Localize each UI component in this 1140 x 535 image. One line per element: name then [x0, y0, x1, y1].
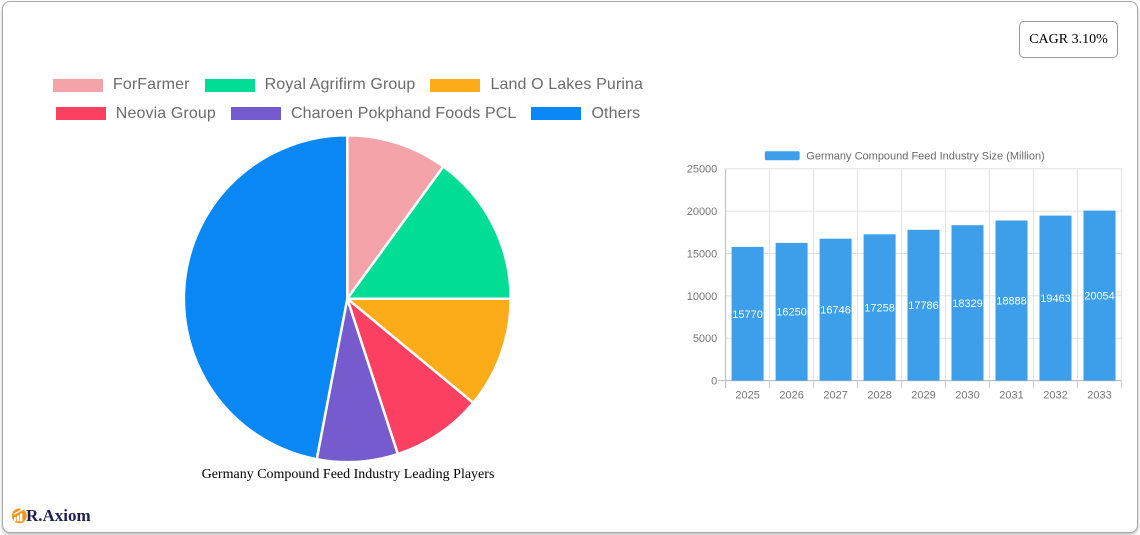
svg-text:Germany Compound Feed Industry: Germany Compound Feed Industry Size (Mil…	[806, 151, 1044, 163]
svg-text:17786: 17786	[908, 300, 939, 312]
svg-text:10000: 10000	[687, 291, 718, 303]
svg-text:20054: 20054	[1084, 291, 1115, 303]
svg-text:2033: 2033	[1087, 390, 1111, 402]
svg-text:2029: 2029	[911, 390, 935, 402]
svg-text:2027: 2027	[823, 390, 847, 402]
svg-text:16250: 16250	[776, 307, 807, 319]
svg-text:0: 0	[711, 376, 717, 388]
svg-text:2030: 2030	[955, 390, 979, 402]
svg-text:5000: 5000	[693, 333, 717, 345]
svg-text:20000: 20000	[687, 206, 718, 218]
svg-text:25000: 25000	[687, 164, 718, 176]
svg-text:18329: 18329	[952, 298, 983, 310]
svg-text:17258: 17258	[864, 303, 895, 315]
svg-text:19463: 19463	[1040, 293, 1071, 305]
svg-text:2026: 2026	[779, 390, 803, 402]
svg-text:16746: 16746	[820, 305, 851, 317]
svg-text:2025: 2025	[735, 390, 759, 402]
svg-text:18888: 18888	[996, 296, 1027, 308]
svg-text:15000: 15000	[687, 249, 718, 261]
svg-text:15770: 15770	[732, 309, 763, 321]
svg-text:2028: 2028	[867, 390, 891, 402]
svg-text:2031: 2031	[999, 390, 1023, 402]
svg-text:2032: 2032	[1043, 390, 1067, 402]
